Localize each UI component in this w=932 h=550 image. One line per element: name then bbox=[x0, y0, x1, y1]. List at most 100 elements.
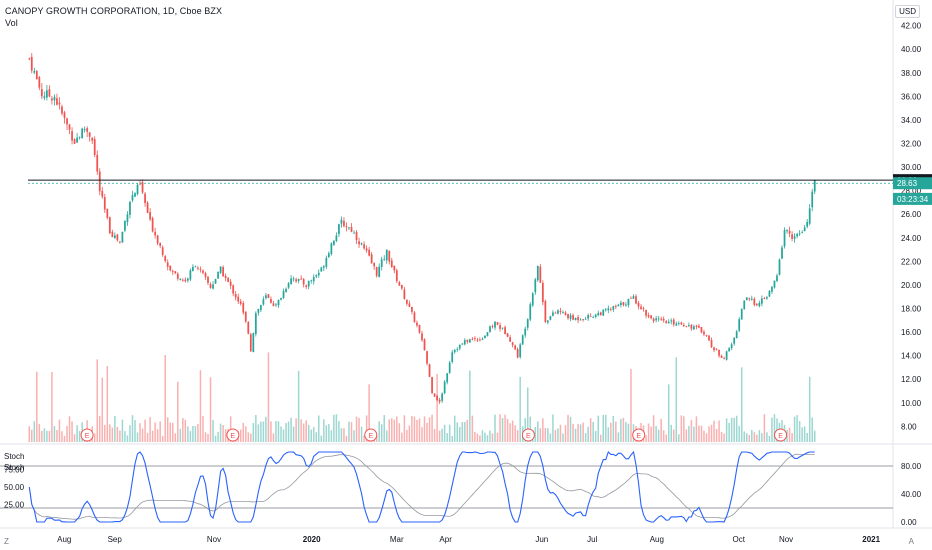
volume-bar bbox=[250, 433, 252, 442]
earnings-marker[interactable] bbox=[80, 428, 94, 442]
volume-bar bbox=[652, 415, 655, 442]
volume-bar bbox=[562, 433, 564, 442]
auto-scale-button[interactable]: A bbox=[908, 537, 914, 546]
candle bbox=[312, 277, 315, 282]
candle bbox=[315, 275, 318, 277]
volume-bar bbox=[207, 433, 209, 442]
volume-bar bbox=[224, 429, 227, 442]
candle bbox=[35, 71, 38, 80]
candle bbox=[519, 344, 522, 358]
candle bbox=[207, 276, 209, 283]
volume-bar bbox=[76, 425, 78, 442]
earnings-marker[interactable] bbox=[632, 428, 646, 442]
volume-bar bbox=[355, 416, 358, 442]
candle bbox=[783, 230, 786, 247]
candle bbox=[705, 334, 708, 336]
volume-bar bbox=[93, 433, 96, 442]
volume-bar bbox=[766, 432, 768, 442]
volume-bar bbox=[282, 429, 285, 442]
candle bbox=[300, 278, 303, 280]
earnings-marker[interactable] bbox=[774, 428, 788, 442]
candle bbox=[91, 137, 94, 141]
volume-bar bbox=[247, 432, 250, 442]
currency-button[interactable]: USD bbox=[895, 5, 920, 18]
volume-bar bbox=[746, 433, 748, 442]
candle bbox=[38, 77, 41, 88]
candle bbox=[725, 351, 728, 360]
candle bbox=[214, 279, 217, 284]
candle bbox=[169, 265, 172, 271]
volume-bar bbox=[481, 430, 484, 442]
volume-bar bbox=[61, 431, 63, 442]
volume-bar bbox=[368, 384, 370, 442]
candle bbox=[197, 267, 199, 269]
volume-bar bbox=[154, 422, 156, 442]
candle bbox=[58, 102, 61, 105]
candle bbox=[199, 268, 202, 270]
candle bbox=[438, 399, 441, 402]
candle bbox=[703, 331, 705, 335]
candle bbox=[350, 227, 353, 232]
price-tag-label: 28.63 bbox=[897, 179, 918, 188]
candle bbox=[549, 316, 552, 320]
volume-bar bbox=[38, 423, 41, 442]
candle bbox=[413, 312, 416, 323]
candle bbox=[48, 89, 51, 97]
volume-bar bbox=[501, 418, 504, 442]
volume-bar bbox=[788, 427, 791, 442]
volume-bar bbox=[464, 421, 466, 442]
candle bbox=[713, 347, 715, 351]
price-axis-label: 32.00 bbox=[901, 140, 922, 149]
volume-bar bbox=[121, 419, 124, 442]
volume-bar bbox=[403, 415, 406, 442]
candle bbox=[760, 298, 763, 304]
volume-bar bbox=[116, 426, 119, 442]
price-axis-label: 40.00 bbox=[901, 45, 922, 54]
candle bbox=[96, 154, 99, 172]
earnings-marker[interactable] bbox=[521, 428, 535, 442]
volume-bar bbox=[71, 421, 73, 442]
price-axis-label: 42.00 bbox=[901, 22, 922, 31]
volume-bar bbox=[519, 376, 521, 442]
volume-bar bbox=[474, 431, 476, 442]
volume-bar bbox=[66, 425, 68, 442]
candle bbox=[116, 234, 119, 241]
volume-bar bbox=[202, 416, 204, 442]
candle bbox=[121, 231, 124, 243]
candle bbox=[282, 291, 285, 298]
volume-bar bbox=[328, 424, 330, 442]
zoom-button[interactable]: Z bbox=[4, 537, 9, 546]
candle bbox=[650, 315, 652, 319]
candle bbox=[806, 221, 809, 227]
earnings-marker[interactable] bbox=[364, 428, 378, 442]
volume-bar bbox=[758, 430, 761, 442]
price-tag-last bbox=[893, 177, 932, 190]
stoch-label: Stoch bbox=[4, 452, 24, 461]
candle bbox=[463, 340, 466, 345]
candle bbox=[786, 229, 788, 232]
candle bbox=[272, 303, 275, 306]
candle bbox=[715, 349, 718, 351]
candle bbox=[209, 283, 212, 288]
candle bbox=[212, 284, 214, 289]
candle bbox=[554, 312, 557, 314]
candle bbox=[529, 304, 532, 320]
volume-bar bbox=[660, 418, 662, 442]
volume-bar bbox=[615, 421, 617, 442]
volume-bar bbox=[740, 367, 743, 442]
candle bbox=[370, 254, 373, 264]
volume-bar bbox=[104, 424, 106, 442]
earnings-marker[interactable] bbox=[226, 428, 240, 442]
volume-bar bbox=[579, 424, 582, 442]
candle bbox=[448, 362, 451, 373]
candle bbox=[718, 349, 720, 356]
candle bbox=[738, 319, 741, 331]
candle bbox=[471, 338, 474, 340]
volume-bar bbox=[260, 421, 262, 442]
volume-bar bbox=[343, 428, 345, 442]
candle bbox=[129, 201, 131, 215]
candle bbox=[265, 295, 267, 299]
candle bbox=[423, 339, 426, 351]
candle bbox=[677, 323, 680, 324]
